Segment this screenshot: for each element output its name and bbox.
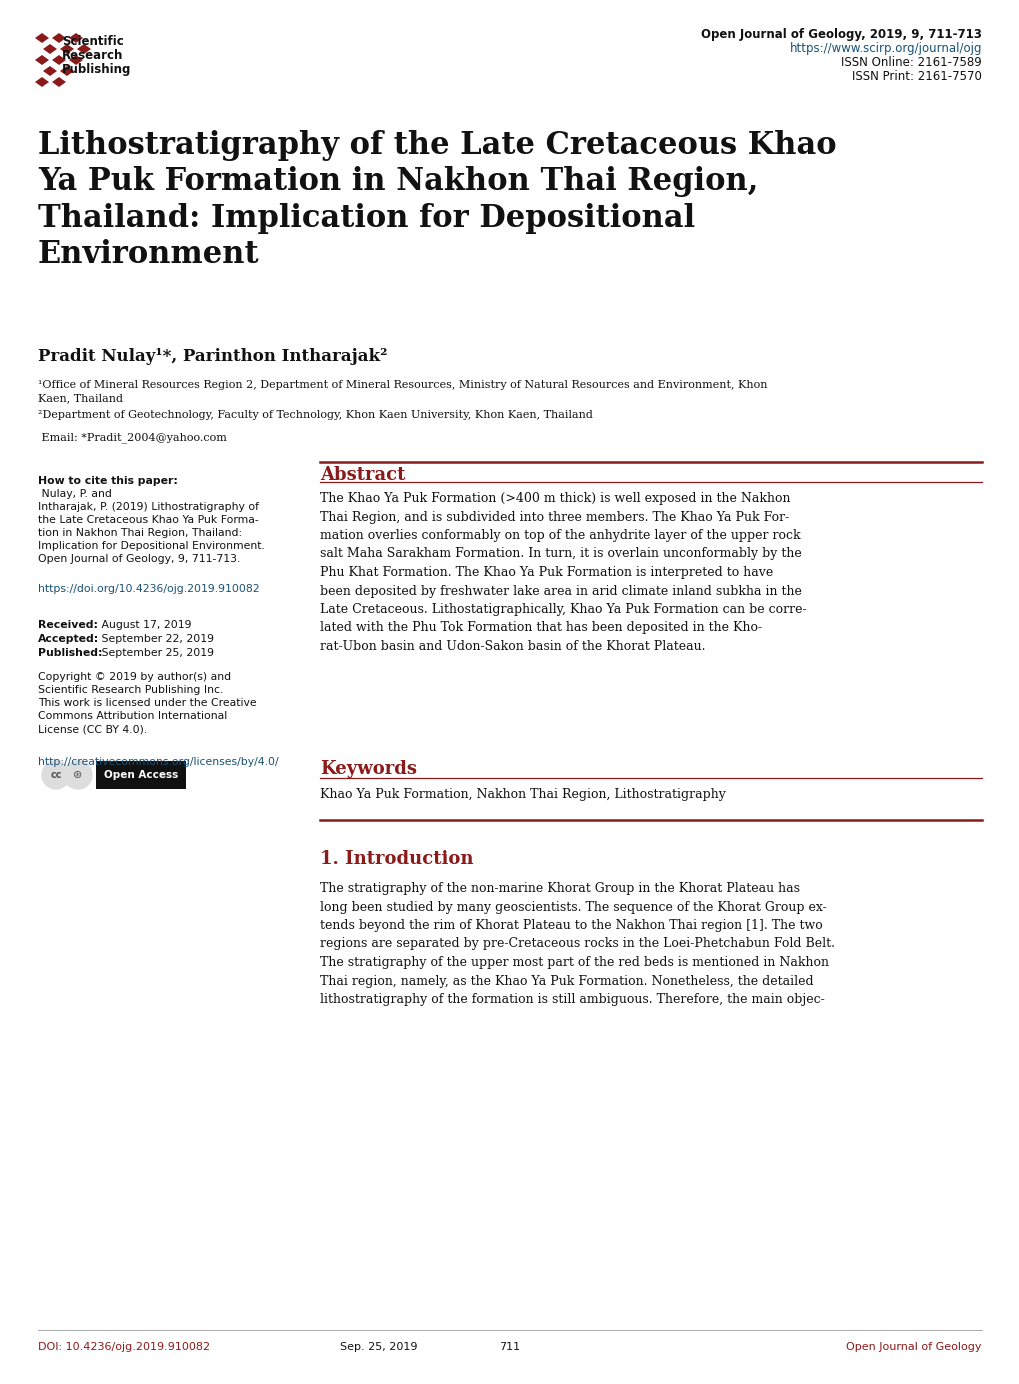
Text: cc: cc xyxy=(50,770,62,781)
Text: http://creativecommons.org/licenses/by/4.0/: http://creativecommons.org/licenses/by/4… xyxy=(38,757,278,767)
Circle shape xyxy=(42,761,70,789)
Text: Publishing: Publishing xyxy=(62,64,131,76)
Polygon shape xyxy=(43,66,57,76)
Polygon shape xyxy=(60,44,74,54)
Text: ²Department of Geotechnology, Faculty of Technology, Khon Kaen University, Khon : ²Department of Geotechnology, Faculty of… xyxy=(38,410,592,419)
Text: https://doi.org/10.4236/ojg.2019.910082: https://doi.org/10.4236/ojg.2019.910082 xyxy=(38,584,260,594)
Polygon shape xyxy=(69,33,83,43)
Text: The stratigraphy of the non-marine Khorat Group in the Khorat Plateau has
long b: The stratigraphy of the non-marine Khora… xyxy=(320,882,835,1006)
Text: ISSN Online: 2161-7589: ISSN Online: 2161-7589 xyxy=(841,55,981,69)
Text: ISSN Print: 2161-7570: ISSN Print: 2161-7570 xyxy=(851,71,981,83)
Text: Published:: Published: xyxy=(38,648,102,657)
Polygon shape xyxy=(60,66,74,76)
Text: Received:: Received: xyxy=(38,620,98,630)
Text: https://www.scirp.org/journal/ojg: https://www.scirp.org/journal/ojg xyxy=(789,42,981,55)
Text: Research: Research xyxy=(62,48,123,62)
Polygon shape xyxy=(35,33,49,43)
Circle shape xyxy=(64,761,92,789)
Text: Open Journal of Geology: Open Journal of Geology xyxy=(846,1342,981,1352)
Text: Email: *Pradit_2004@yahoo.com: Email: *Pradit_2004@yahoo.com xyxy=(38,432,226,443)
Text: Sep. 25, 2019: Sep. 25, 2019 xyxy=(339,1342,417,1352)
Text: Open Journal of Geology, 2019, 9, 711-713: Open Journal of Geology, 2019, 9, 711-71… xyxy=(700,28,981,42)
Text: Scientific: Scientific xyxy=(62,35,123,48)
Text: Nulay, P. and
Intharajak, P. (2019) Lithostratigraphy of
the Late Cretaceous Kha: Nulay, P. and Intharajak, P. (2019) Lith… xyxy=(38,489,265,565)
Polygon shape xyxy=(35,78,49,87)
Polygon shape xyxy=(52,33,66,43)
Polygon shape xyxy=(76,44,91,54)
Polygon shape xyxy=(52,55,66,65)
Text: The Khao Ya Puk Formation (>400 m thick) is well exposed in the Nakhon
Thai Regi: The Khao Ya Puk Formation (>400 m thick)… xyxy=(320,491,806,653)
Text: Keywords: Keywords xyxy=(320,760,417,778)
Text: Copyright © 2019 by author(s) and
Scientific Research Publishing Inc.
This work : Copyright © 2019 by author(s) and Scient… xyxy=(38,673,257,734)
Text: Abstract: Abstract xyxy=(320,466,405,484)
Text: Open Access: Open Access xyxy=(104,770,178,781)
Text: Pradit Nulay¹*, Parinthon Intharajak²: Pradit Nulay¹*, Parinthon Intharajak² xyxy=(38,347,387,365)
Text: How to cite this paper:: How to cite this paper: xyxy=(38,476,177,486)
Bar xyxy=(96,761,185,789)
Text: ⊛: ⊛ xyxy=(73,770,83,781)
Polygon shape xyxy=(35,55,49,65)
Text: 711: 711 xyxy=(499,1342,520,1352)
Text: Lithostratigraphy of the Late Cretaceous Khao
Ya Puk Formation in Nakhon Thai Re: Lithostratigraphy of the Late Cretaceous… xyxy=(38,130,836,270)
Text: September 22, 2019: September 22, 2019 xyxy=(98,634,214,644)
Polygon shape xyxy=(52,78,66,87)
Text: Khao Ya Puk Formation, Nakhon Thai Region, Lithostratigraphy: Khao Ya Puk Formation, Nakhon Thai Regio… xyxy=(320,787,726,801)
Polygon shape xyxy=(43,44,57,54)
Text: Accepted:: Accepted: xyxy=(38,634,99,644)
Text: September 25, 2019: September 25, 2019 xyxy=(98,648,214,657)
Text: ¹Office of Mineral Resources Region 2, Department of Mineral Resources, Ministry: ¹Office of Mineral Resources Region 2, D… xyxy=(38,381,766,403)
Text: DOI: 10.4236/ojg.2019.910082: DOI: 10.4236/ojg.2019.910082 xyxy=(38,1342,210,1352)
Text: August 17, 2019: August 17, 2019 xyxy=(98,620,192,630)
Text: 1. Introduction: 1. Introduction xyxy=(320,850,473,868)
Polygon shape xyxy=(69,55,83,65)
